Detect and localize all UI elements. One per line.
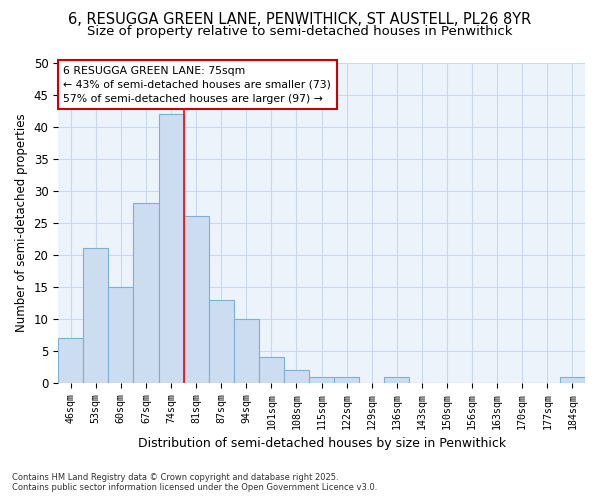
X-axis label: Distribution of semi-detached houses by size in Penwithick: Distribution of semi-detached houses by …	[137, 437, 506, 450]
Bar	[284, 370, 309, 383]
Bar	[259, 358, 284, 383]
Bar	[83, 248, 109, 383]
Bar	[133, 204, 158, 383]
Text: 6 RESUGGA GREEN LANE: 75sqm
← 43% of semi-detached houses are smaller (73)
57% o: 6 RESUGGA GREEN LANE: 75sqm ← 43% of sem…	[64, 66, 331, 104]
Bar	[234, 319, 259, 383]
Bar	[109, 287, 133, 383]
Text: Size of property relative to semi-detached houses in Penwithick: Size of property relative to semi-detach…	[87, 25, 513, 38]
Bar	[58, 338, 83, 383]
Bar	[184, 216, 209, 383]
Bar	[384, 376, 409, 383]
Bar	[158, 114, 184, 383]
Text: Contains HM Land Registry data © Crown copyright and database right 2025.
Contai: Contains HM Land Registry data © Crown c…	[12, 473, 377, 492]
Bar	[560, 376, 585, 383]
Y-axis label: Number of semi-detached properties: Number of semi-detached properties	[15, 114, 28, 332]
Text: 6, RESUGGA GREEN LANE, PENWITHICK, ST AUSTELL, PL26 8YR: 6, RESUGGA GREEN LANE, PENWITHICK, ST AU…	[68, 12, 532, 28]
Bar	[334, 376, 359, 383]
Bar	[309, 376, 334, 383]
Bar	[209, 300, 234, 383]
